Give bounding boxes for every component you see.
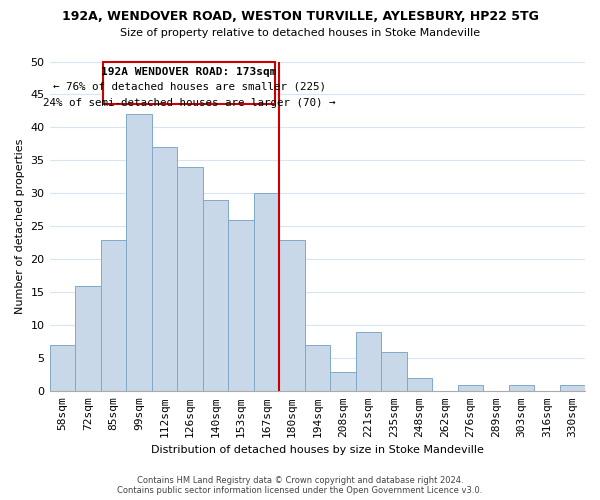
Bar [407, 378, 432, 392]
Y-axis label: Number of detached properties: Number of detached properties [15, 138, 25, 314]
Text: Contains HM Land Registry data © Crown copyright and database right 2024.
Contai: Contains HM Land Registry data © Crown c… [118, 476, 482, 495]
Bar [560, 384, 585, 392]
Bar [152, 147, 177, 392]
X-axis label: Distribution of detached houses by size in Stoke Mandeville: Distribution of detached houses by size … [151, 445, 484, 455]
Text: 24% of semi-detached houses are larger (70) →: 24% of semi-detached houses are larger (… [43, 98, 335, 108]
Text: Size of property relative to detached houses in Stoke Mandeville: Size of property relative to detached ho… [120, 28, 480, 38]
Bar [177, 167, 203, 392]
Bar [126, 114, 152, 392]
Bar [228, 220, 254, 392]
Bar [509, 384, 534, 392]
Bar [356, 332, 381, 392]
Bar [50, 345, 75, 392]
Text: 192A WENDOVER ROAD: 173sqm: 192A WENDOVER ROAD: 173sqm [101, 67, 277, 77]
Bar [458, 384, 483, 392]
Bar [101, 240, 126, 392]
Bar [254, 194, 279, 392]
Bar [381, 352, 407, 392]
Bar [203, 200, 228, 392]
Text: 192A, WENDOVER ROAD, WESTON TURVILLE, AYLESBURY, HP22 5TG: 192A, WENDOVER ROAD, WESTON TURVILLE, AY… [62, 10, 538, 23]
Bar [75, 286, 101, 392]
Bar [330, 372, 356, 392]
FancyBboxPatch shape [103, 62, 275, 104]
Text: ← 76% of detached houses are smaller (225): ← 76% of detached houses are smaller (22… [53, 82, 326, 92]
Bar [279, 240, 305, 392]
Bar [305, 345, 330, 392]
